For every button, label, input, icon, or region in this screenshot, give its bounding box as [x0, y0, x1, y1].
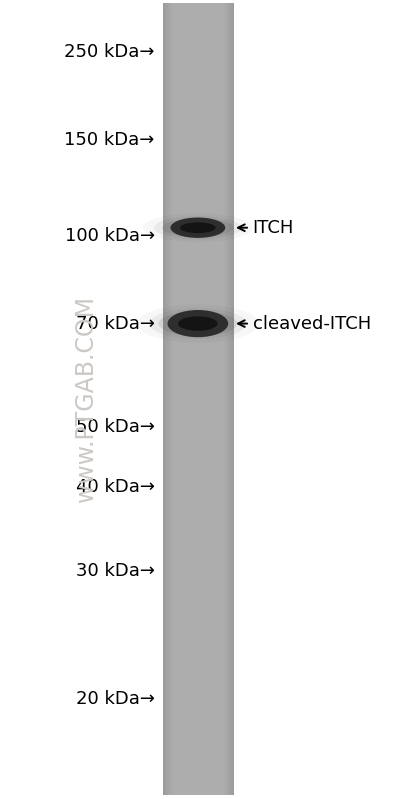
Text: 30 kDa→: 30 kDa→ [76, 562, 155, 580]
Ellipse shape [154, 217, 242, 239]
Ellipse shape [168, 310, 228, 337]
Text: ITCH: ITCH [238, 219, 294, 237]
Ellipse shape [178, 316, 218, 331]
Text: 50 kDa→: 50 kDa→ [76, 419, 155, 436]
Ellipse shape [180, 222, 216, 233]
Text: 40 kDa→: 40 kDa→ [76, 479, 155, 496]
Ellipse shape [158, 311, 237, 336]
Text: 70 kDa→: 70 kDa→ [76, 315, 155, 332]
Text: 150 kDa→: 150 kDa→ [64, 131, 155, 149]
Text: 250 kDa→: 250 kDa→ [64, 43, 155, 61]
Text: www.PTGAB.COM: www.PTGAB.COM [74, 296, 98, 503]
Text: cleaved-ITCH: cleaved-ITCH [238, 315, 371, 332]
Ellipse shape [170, 217, 225, 238]
Text: 100 kDa→: 100 kDa→ [65, 227, 155, 244]
Text: 20 kDa→: 20 kDa→ [76, 690, 155, 708]
Ellipse shape [149, 308, 246, 339]
Ellipse shape [162, 218, 234, 237]
